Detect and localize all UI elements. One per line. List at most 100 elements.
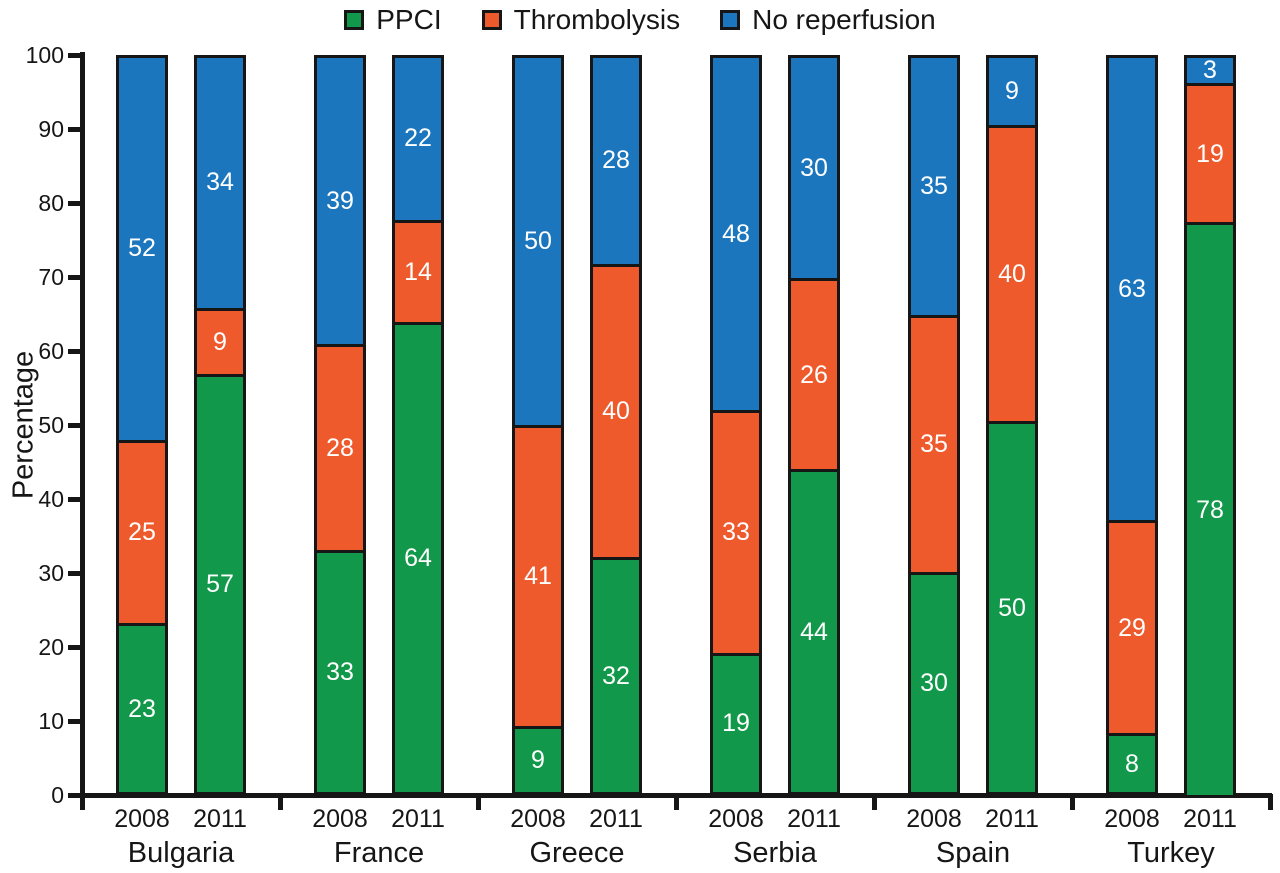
country-label-serbia: Serbia [733, 837, 817, 869]
segment-no-reperfusion-serbia-2008: 48 [713, 58, 759, 411]
segment-thrombolysis-greece-2011: 40 [593, 263, 639, 558]
segment-thrombolysis-greece-2008: 41 [515, 425, 561, 726]
segment-value-label: 48 [722, 219, 750, 248]
segment-no-reperfusion-turkey-2008: 63 [1109, 58, 1155, 521]
bar-serbia-2008: 48 33 19 [710, 55, 762, 795]
segment-value-label: 39 [326, 186, 354, 215]
segment-value-label: 9 [531, 745, 545, 774]
segment-no-reperfusion-france-2011: 22 [395, 58, 441, 220]
segment-thrombolysis-france-2011: 14 [395, 219, 441, 323]
segment-value-label: 32 [602, 661, 630, 690]
segment-thrombolysis-spain-2011: 40 [989, 124, 1035, 422]
bar-greece-2008: 50 41 9 [512, 55, 564, 795]
y-axis-tick [68, 274, 82, 280]
bar-bulgaria-2008: 52 25 23 [116, 55, 168, 795]
segment-ppci-turkey-2011: 78 [1187, 222, 1233, 795]
x-axis-group-tick [79, 794, 85, 810]
y-axis-tick [68, 792, 82, 798]
year-label-turkey-2008: 2008 [1104, 805, 1160, 833]
year-label-serbia-2008: 2008 [708, 805, 764, 833]
segment-ppci-greece-2008: 9 [515, 725, 561, 792]
segment-value-label: 50 [524, 227, 552, 255]
y-tick-label: 100 [25, 42, 64, 68]
bar-spain-2011: 9 40 50 [986, 55, 1038, 795]
y-axis-tick [68, 348, 82, 354]
segment-value-label: 33 [326, 657, 354, 686]
segment-value-label: 30 [920, 668, 948, 697]
bar-bulgaria-2011: 34 9 57 [194, 55, 246, 795]
y-axis-tick [68, 52, 82, 58]
y-tick-label: 10 [38, 708, 64, 734]
segment-ppci-turkey-2008: 8 [1109, 733, 1155, 792]
segment-value-label: 19 [1196, 139, 1224, 168]
y-axis-tick [68, 644, 82, 650]
chart-legend: PPCI Thrombolysis No reperfusion [0, 5, 1280, 35]
year-label-spain-2008: 2008 [906, 805, 962, 833]
segment-thrombolysis-serbia-2011: 26 [791, 278, 837, 470]
legend-item-ppci: PPCI [344, 4, 442, 35]
bar-turkey-2011: 3 19 78 [1184, 55, 1236, 795]
y-axis-tick [68, 422, 82, 428]
year-label-greece-2008: 2008 [510, 805, 566, 833]
segment-value-label: 33 [722, 518, 750, 547]
year-label-greece-2011: 2011 [589, 805, 643, 833]
segment-value-label: 34 [206, 168, 234, 197]
segment-no-reperfusion-greece-2011: 28 [593, 58, 639, 264]
segment-value-label: 25 [128, 518, 156, 547]
segment-value-label: 28 [326, 434, 354, 463]
segment-thrombolysis-france-2008: 28 [317, 344, 363, 550]
ppci-swatch-icon [344, 10, 365, 30]
ppci-legend-label: PPCI [376, 4, 442, 35]
segment-value-label: 8 [1125, 749, 1139, 778]
x-axis-group-tick [475, 794, 481, 810]
segment-value-label: 35 [920, 171, 948, 200]
segment-ppci-greece-2011: 32 [593, 557, 639, 792]
segment-value-label: 50 [998, 593, 1026, 622]
country-label-spain: Spain [935, 837, 1011, 869]
segment-value-label: 29 [1118, 613, 1146, 642]
segment-value-label: 28 [602, 146, 630, 175]
y-axis-tick [68, 496, 82, 502]
segment-ppci-france-2008: 33 [317, 549, 363, 792]
segment-thrombolysis-spain-2008: 35 [911, 314, 957, 572]
segment-value-label: 30 [800, 153, 828, 182]
country-label-greece: Greece [529, 837, 625, 869]
segment-value-label: 64 [404, 544, 432, 573]
year-label-turkey-2011: 2011 [1183, 805, 1237, 833]
year-label-serbia-2011: 2011 [787, 805, 841, 833]
y-tick-label: 20 [38, 634, 64, 660]
segment-no-reperfusion-greece-2008: 50 [515, 58, 561, 426]
segment-value-label: 63 [1118, 274, 1146, 303]
segment-thrombolysis-serbia-2008: 33 [713, 410, 759, 653]
segment-value-label: 26 [800, 360, 828, 389]
segment-thrombolysis-turkey-2011: 19 [1187, 83, 1233, 223]
segment-value-label: 40 [602, 397, 630, 426]
bar-greece-2011: 28 40 32 [590, 55, 642, 795]
y-tick-label: 30 [38, 560, 64, 586]
year-label-france-2011: 2011 [391, 805, 445, 833]
segment-ppci-spain-2008: 30 [911, 571, 957, 792]
segment-ppci-spain-2011: 50 [989, 421, 1035, 792]
y-axis-tick [68, 126, 82, 132]
segment-value-label: 52 [128, 234, 156, 263]
segment-no-reperfusion-spain-2008: 35 [911, 58, 957, 315]
segment-ppci-bulgaria-2011: 57 [197, 373, 243, 792]
segment-thrombolysis-turkey-2008: 29 [1109, 520, 1155, 734]
segment-value-label: 9 [213, 327, 227, 356]
segment-no-reperfusion-bulgaria-2011: 34 [197, 58, 243, 308]
y-tick-label: 60 [38, 338, 64, 364]
x-axis-group-tick [673, 794, 679, 810]
y-tick-label: 40 [38, 486, 64, 512]
year-label-spain-2011: 2011 [985, 805, 1039, 833]
segment-no-reperfusion-france-2008: 39 [317, 58, 363, 345]
x-axis-group-tick [277, 794, 283, 810]
segment-value-label: 35 [920, 430, 948, 459]
y-tick-label: 80 [38, 190, 64, 216]
year-label-bulgaria-2011: 2011 [193, 805, 247, 833]
country-label-turkey: Turkey [1127, 837, 1215, 869]
thrombolysis-legend-label: Thrombolysis [513, 4, 681, 35]
segment-value-label: 23 [128, 694, 156, 723]
y-tick-label: 70 [38, 264, 64, 290]
y-axis-tick [68, 200, 82, 206]
